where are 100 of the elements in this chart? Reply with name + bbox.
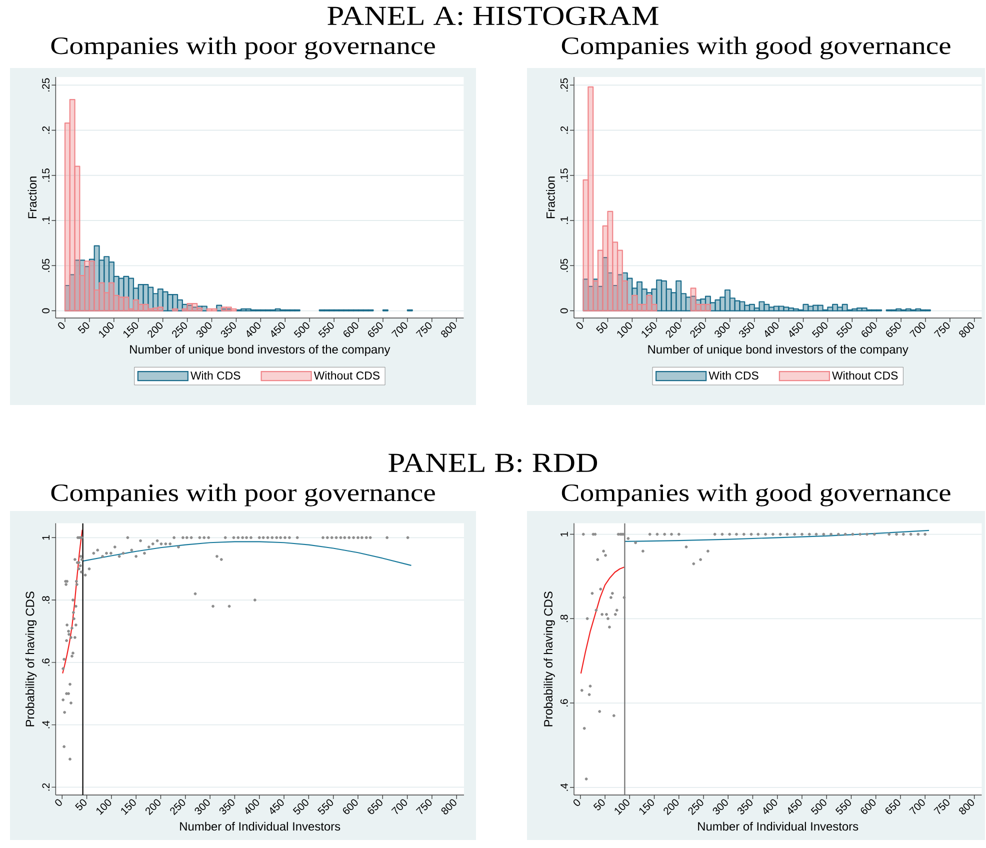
x-tick-label: 400 [245,799,260,814]
y-tick-label: .4 [560,783,568,791]
text: PANEL A: HISTOGRAM [328,6,658,26]
y-tick-label: .25 [42,78,50,92]
x-axis-title: Number of Individual Investors [180,822,340,831]
x-tick-label: 300 [712,799,728,814]
legend-label: Without CDS [314,371,380,380]
x-tick-label: 150 [639,799,654,815]
x-tick-label: 350 [737,799,752,814]
x-tick-label: 550 [835,799,851,814]
y-tick-label: .4 [42,720,50,728]
y-tick-label: 1 [560,532,568,536]
x-tick-label: 100 [614,799,630,815]
x-tick-label: 800 [441,799,456,814]
x-tick-label: 100 [617,322,632,338]
x-tick-label: 650 [368,322,383,338]
x-tick-label: 700 [909,322,926,338]
x-tick-label: 250 [170,799,186,816]
x-tick-label: 0 [58,322,65,329]
y-tick-label: .2 [560,126,568,134]
x-tick-label: 400 [246,322,260,338]
legend-label: Without CDS [832,371,898,380]
text: PANEL B: RDD [388,454,598,472]
x-tick-label: 500 [810,799,826,814]
y-tick-label: 0 [560,308,568,314]
x-axis-title: Number of unique bond investors of the company [648,344,908,356]
x-tick-label: 150 [121,799,136,815]
y-tick-label: .8 [42,596,50,604]
x-tick-label: 0 [573,799,580,806]
chart-title: Companies with good governance [562,484,950,506]
y-axis-title: Probability of having CDS [544,592,555,726]
y-tick-label: .05 [42,258,50,272]
x-tick-label: 750 [934,799,950,814]
x-tick-label: 600 [342,799,358,814]
y-tick-label: .2 [42,783,50,791]
x-tick-label: 50 [75,799,86,810]
y-tick-label: .1 [42,216,50,224]
x-tick-label: 800 [959,799,974,814]
x-tick-label: 650 [886,322,901,338]
x-tick-label: 600 [344,322,358,338]
y-tick-label: .6 [42,658,50,666]
y-tick-label: .25 [560,78,568,92]
x-tick-label: 50 [596,322,608,334]
y-tick-label: 0 [42,308,50,314]
x-tick-label: 450 [788,799,802,814]
x-tick-label: 350 [220,322,236,338]
x-tick-label: 700 [391,799,407,814]
x-tick-label: 200 [148,322,163,338]
x-tick-label: 700 [909,799,925,814]
x-tick-label: 700 [391,322,408,338]
y-axis-title: Fraction [546,176,555,218]
x-axis-title: Number of unique bond investors of the company [130,344,390,356]
x-tick-label: 0 [576,322,583,329]
x-tick-label: 500 [812,322,828,338]
x-tick-label: 650 [368,799,382,814]
x-tick-label: 350 [219,799,234,814]
y-tick-label: .6 [560,699,568,706]
x-tick-label: 450 [271,322,285,338]
x-tick-label: 250 [172,322,187,338]
x-tick-label: 450 [789,322,803,338]
x-tick-label: 800 [959,322,974,338]
x-tick-label: 550 [318,322,334,338]
x-tick-label: 350 [739,322,754,338]
y-tick-label: .8 [560,614,568,622]
y-axis-title: Fraction [28,176,37,218]
x-tick-label: 600 [862,322,876,338]
x-tick-label: 150 [642,322,656,338]
x-tick-label: 750 [416,799,432,814]
y-tick-label: .15 [560,168,568,182]
x-tick-label: 250 [688,799,704,816]
x-tick-label: 500 [292,799,308,814]
x-tick-label: 50 [78,322,90,334]
x-tick-label: 600 [860,799,876,814]
legend-label: With CDS [190,371,240,380]
chart-title: Companies with poor governance [51,484,435,506]
chart-title: Companies with poor governance [51,36,435,60]
x-tick-label: 750 [934,322,950,338]
y-axis-title: Probability of having CDS [25,592,37,726]
y-tick-label: .1 [560,216,568,224]
x-tick-label: 650 [885,799,900,814]
chart-title: Companies with good governance [562,36,950,60]
y-tick-label: .2 [42,126,50,134]
x-tick-label: 200 [666,322,681,338]
x-tick-label: 200 [145,799,160,816]
x-tick-label: 550 [836,322,852,338]
y-tick-label: 1 [42,535,50,540]
x-tick-label: 100 [96,799,112,815]
x-tick-label: 150 [123,322,138,338]
x-tick-label: 300 [714,322,730,338]
y-tick-label: .05 [560,258,568,272]
x-tick-label: 300 [196,322,212,338]
x-tick-label: 250 [690,322,706,338]
x-tick-label: 0 [55,799,62,806]
x-axis-title: Number of Individual Investors [698,822,858,831]
x-tick-label: 400 [763,799,778,814]
x-tick-label: 450 [270,799,284,814]
legend-label: With CDS [708,371,758,380]
x-tick-label: 300 [194,799,210,814]
x-tick-label: 500 [294,322,310,338]
x-tick-label: 750 [416,322,432,338]
